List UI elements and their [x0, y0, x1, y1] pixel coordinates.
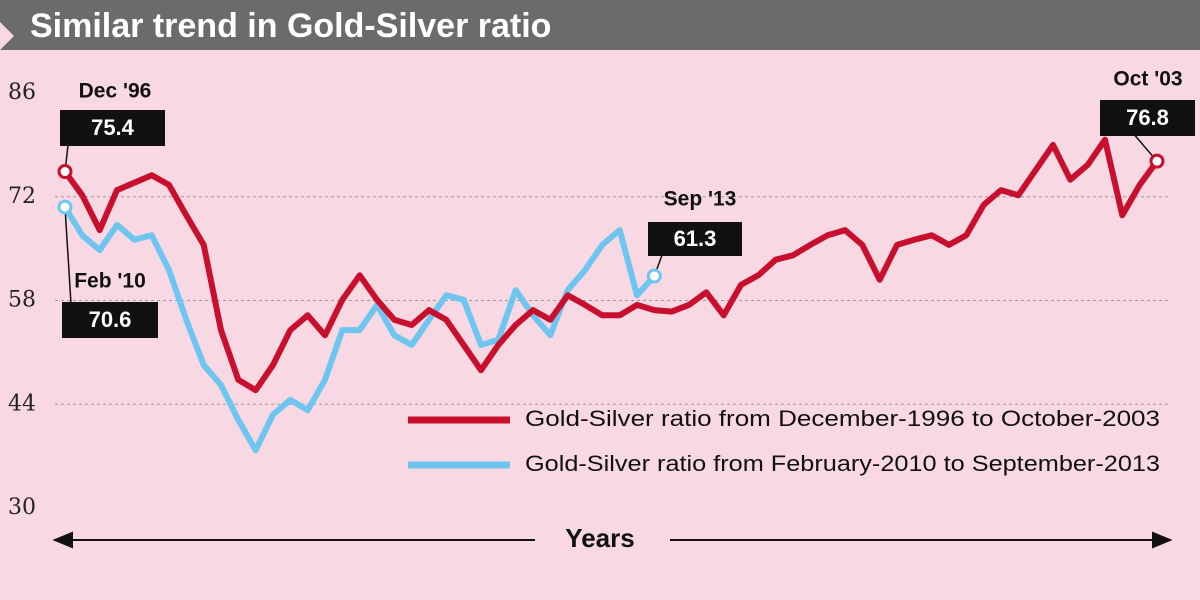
legend-label: Gold-Silver ratio from February-2010 to … — [525, 451, 1160, 476]
series-line — [62, 205, 657, 454]
legend-label: Gold-Silver ratio from December-1996 to … — [525, 406, 1160, 431]
end-marker — [1149, 153, 1165, 169]
value-box — [60, 110, 165, 146]
chart-title: Similar trend in Gold-Silver ratio — [30, 7, 551, 45]
annotation-date: Feb '10 — [74, 270, 146, 293]
value-box — [1100, 100, 1195, 136]
value-box — [62, 302, 158, 338]
x-axis-arrows — [52, 531, 1173, 549]
value-label: 61.3 — [674, 226, 717, 251]
annotation-date: Dec '96 — [79, 80, 152, 103]
end-marker — [57, 199, 73, 215]
end-marker — [57, 164, 73, 180]
value-label: 70.6 — [89, 307, 132, 332]
callout-line — [64, 207, 73, 321]
y-tick-label: 44 — [8, 391, 36, 416]
value-label: 76.8 — [1126, 105, 1169, 130]
value-box — [648, 222, 742, 256]
y-tick-label: 30 — [8, 495, 36, 520]
y-tick-label: 58 — [8, 288, 36, 313]
banner-notch — [0, 22, 14, 50]
annotation-date: Oct '03 — [1113, 68, 1182, 91]
series-line — [62, 136, 1160, 394]
title-banner — [0, 0, 1200, 50]
value-label: 75.4 — [91, 115, 135, 140]
y-tick-label: 86 — [8, 80, 36, 105]
annotation-date: Sep '13 — [664, 188, 737, 211]
x-axis-label: Years — [565, 523, 634, 553]
y-tick-label: 72 — [8, 184, 36, 209]
end-marker — [646, 268, 662, 284]
